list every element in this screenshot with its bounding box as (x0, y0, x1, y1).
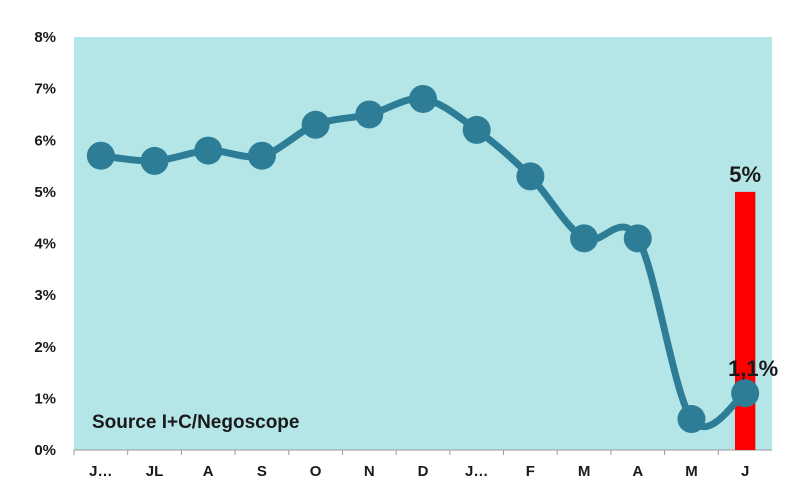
line-point (301, 110, 330, 139)
y-tick-label: 5% (34, 184, 56, 201)
y-axis-ticks: 0% 1% 2% 3% 4% 5% 6% 7% 8% (34, 29, 56, 459)
y-tick-label: 8% (34, 29, 56, 46)
y-tick-label: 6% (34, 132, 56, 149)
x-tick-label: J… (89, 463, 112, 480)
x-tick-label: F (526, 463, 535, 480)
y-tick-label: 7% (34, 81, 56, 98)
bar-series (734, 191, 756, 450)
x-axis-ticks: J… JL A S O N D J… F M A M J (73, 450, 749, 480)
source-annotation: Source I+C/Negoscope (92, 412, 299, 433)
x-tick-label: J (741, 463, 749, 480)
bar-value-label: 5% (729, 162, 761, 187)
y-tick-label: 0% (34, 442, 56, 459)
y-tick-label: 2% (34, 339, 56, 356)
line-end-value-label: 1,1% (728, 356, 778, 381)
line-point (462, 115, 491, 144)
bar (734, 191, 756, 450)
x-tick-label: JL (146, 463, 164, 480)
line-point (623, 224, 652, 253)
line-point (677, 405, 706, 434)
x-tick-label: D (418, 463, 429, 480)
line-point (409, 84, 437, 113)
line-point (731, 379, 760, 408)
x-tick-label: A (632, 463, 643, 480)
line-point (140, 146, 169, 175)
data-labels: 5% 1,1% (728, 162, 778, 381)
y-tick-label: 3% (34, 287, 56, 304)
line-point (86, 141, 115, 170)
x-tick-label: M (685, 463, 698, 480)
x-tick-label: O (310, 463, 322, 480)
y-tick-label: 1% (34, 390, 56, 407)
x-tick-label: A (203, 463, 214, 480)
line-points (86, 84, 760, 434)
line-point (355, 100, 384, 129)
y-tick-label: 4% (34, 236, 56, 253)
line-point (516, 162, 545, 191)
line-point (570, 224, 599, 253)
line-point (247, 141, 276, 170)
x-tick-label: S (257, 463, 267, 480)
x-tick-label: J… (465, 463, 488, 480)
line-point (194, 136, 223, 165)
x-tick-label: M (578, 463, 591, 480)
x-tick-label: N (364, 463, 375, 480)
